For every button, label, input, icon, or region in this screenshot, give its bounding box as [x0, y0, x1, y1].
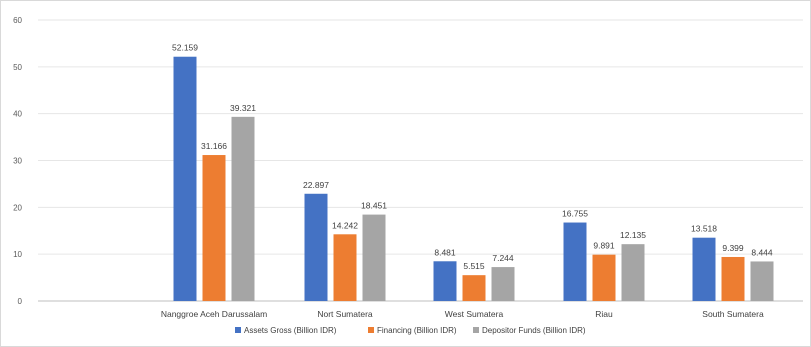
data-label: 52.159: [172, 43, 198, 53]
bar: [621, 244, 645, 301]
x-category-label: Nort Sumatera: [317, 309, 373, 319]
bar: [721, 256, 745, 301]
legend-swatch: [473, 327, 479, 333]
legend: Assets Gross (Billion IDR) Financing (Bil…: [235, 326, 586, 335]
data-label: 12.135: [620, 230, 646, 240]
legend-label: Assets Gross (Billion IDR): [244, 326, 337, 335]
bar: [304, 193, 328, 301]
bar: [202, 155, 226, 301]
data-label: 18.451: [361, 201, 387, 211]
bar: [750, 261, 774, 301]
data-label: 22.897: [303, 180, 329, 190]
bar: [592, 254, 616, 301]
data-label: 13.518: [691, 224, 717, 234]
y-tick-label: 50: [13, 63, 22, 72]
bar: [491, 267, 515, 301]
y-tick-label: 60: [13, 16, 22, 25]
legend-label: Depositor Funds (Billion IDR): [482, 326, 586, 335]
data-label: 9.399: [722, 243, 744, 253]
x-category-label: South Sumatera: [702, 309, 764, 319]
gridlines: [38, 19, 803, 302]
x-category-label: West Sumatera: [445, 309, 504, 319]
bar: [462, 275, 486, 301]
y-tick-label: 10: [13, 250, 22, 259]
bar: [333, 234, 357, 301]
data-label: 31.166: [201, 141, 227, 151]
bar: [231, 116, 255, 301]
data-label: 16.755: [562, 209, 588, 219]
legend-label: Financing (Billion IDR): [377, 326, 457, 335]
x-category-label: Riau: [595, 309, 613, 319]
y-axis-ticks: 0 10 20 30 40 50 60: [13, 16, 22, 306]
y-tick-label: 20: [13, 203, 22, 212]
legend-swatch: [368, 327, 374, 333]
x-axis-categories: Nanggroe Aceh Darussalam Nort Sumatera Wes…: [161, 309, 764, 319]
y-tick-label: 40: [13, 110, 22, 119]
bar: [563, 222, 587, 301]
data-label: 8.444: [751, 247, 773, 257]
bar: [173, 56, 197, 301]
bars: [173, 56, 774, 301]
y-tick-label: 30: [13, 157, 22, 166]
bar: [692, 237, 716, 301]
bar: [362, 214, 386, 301]
bar: [433, 261, 457, 301]
x-category-label: Nanggroe Aceh Darussalam: [161, 309, 267, 319]
y-tick-label: 0: [18, 297, 23, 306]
data-label: 39.321: [230, 103, 256, 113]
data-label: 8.481: [434, 247, 456, 257]
data-label: 9.891: [593, 241, 615, 251]
legend-swatch: [235, 327, 241, 333]
data-label: 5.515: [463, 261, 485, 271]
data-label: 14.242: [332, 220, 358, 230]
data-label: 7.244: [492, 253, 514, 263]
